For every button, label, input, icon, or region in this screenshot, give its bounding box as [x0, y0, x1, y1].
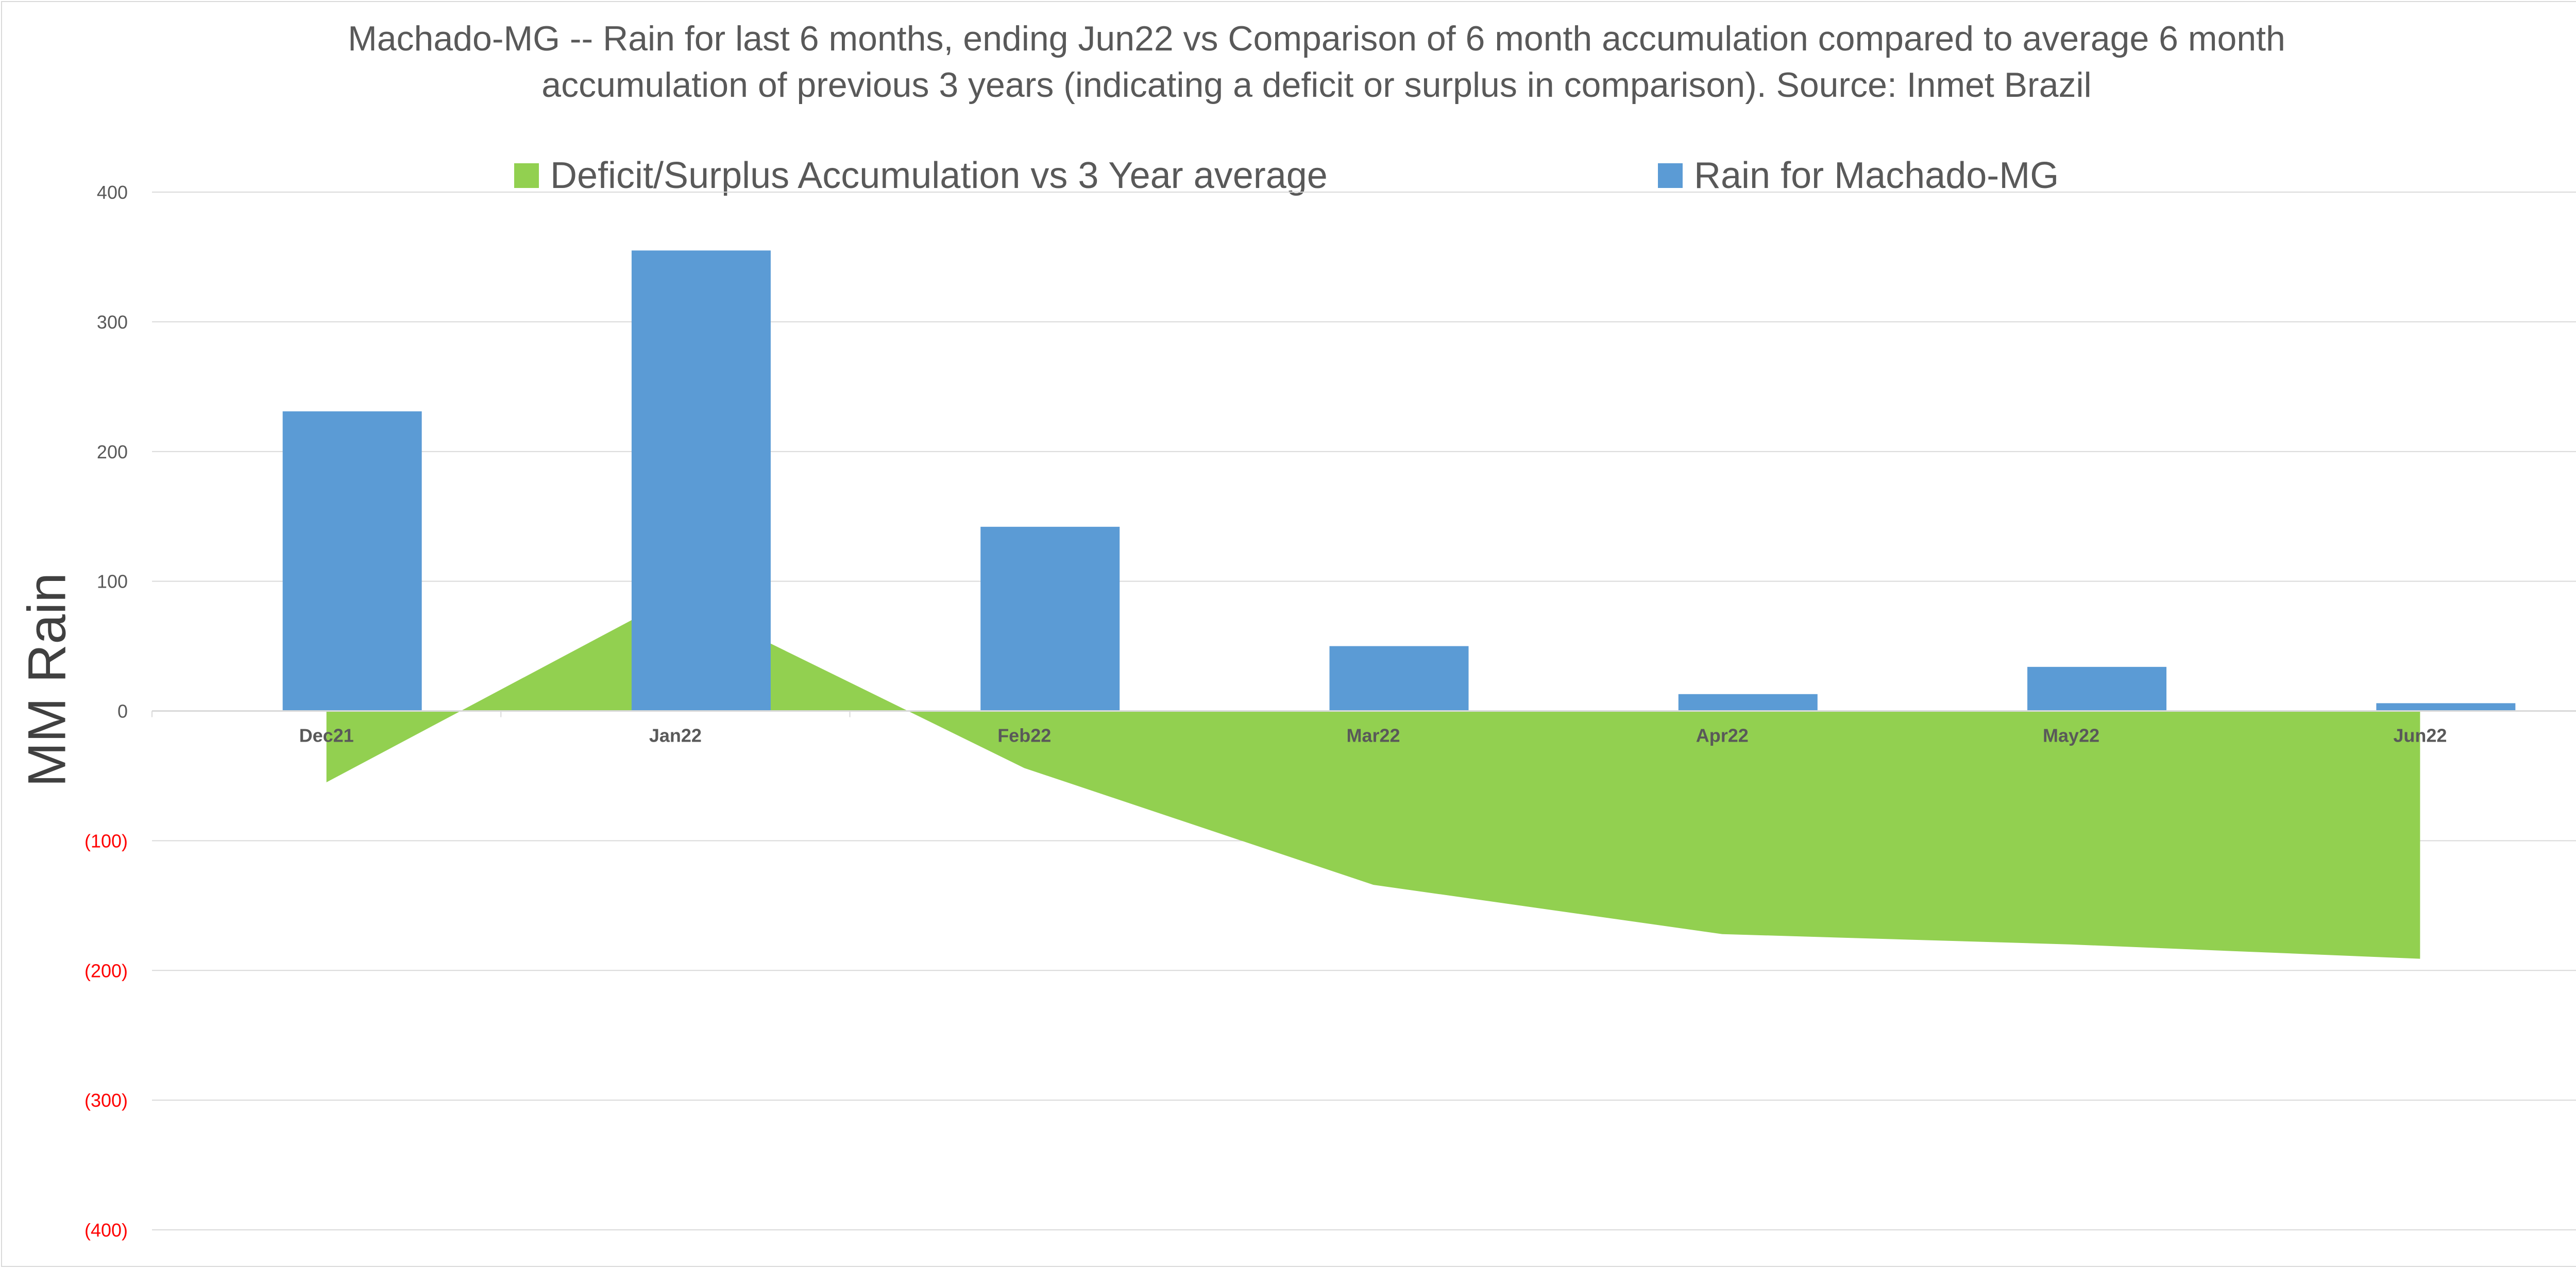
bar-rain: [631, 250, 771, 711]
bar-rain: [1678, 694, 1818, 711]
y-tick-label: (200): [84, 960, 128, 981]
x-tick-label: Apr22: [1696, 725, 1749, 746]
x-tick-label: May22: [2043, 725, 2099, 746]
chart-legend: Deficit/Surplus Accumulation vs 3 Year a…: [0, 155, 2576, 201]
legend-label-deficit: Deficit/Surplus Accumulation vs 3 Year a…: [550, 155, 1328, 196]
y-tick-label: (300): [84, 1090, 128, 1111]
bar-rain: [980, 526, 1120, 711]
legend-swatch-deficit: [514, 163, 539, 188]
y-tick-label: 300: [97, 312, 128, 333]
y-tick-label: (400): [84, 1220, 128, 1241]
x-tick-label: Mar22: [1346, 725, 1400, 746]
chart-title-line-2: accumulation of previous 3 years (indica…: [541, 65, 2092, 105]
chart-title-line-1: Machado-MG -- Rain for last 6 months, en…: [348, 19, 2285, 58]
area-deficit-surplus: [326, 596, 2420, 959]
legend-item-deficit: Deficit/Surplus Accumulation vs 3 Year a…: [514, 155, 1328, 197]
y-tick-label: 200: [97, 441, 128, 462]
bar-rain: [2376, 703, 2516, 711]
bar-rain: [2027, 666, 2167, 711]
legend-label-rain: Rain for Machado-MG: [1694, 155, 2059, 196]
bar-rain: [282, 411, 422, 711]
x-tick-label: Dec21: [299, 725, 354, 746]
bar-rain: [1329, 646, 1469, 711]
y-tick-label: 100: [97, 571, 128, 592]
y-tick-label: 0: [117, 701, 128, 722]
x-tick-label: Jun22: [2393, 725, 2447, 746]
x-tick-label: Feb22: [997, 725, 1051, 746]
chart-title: Machado-MG -- Rain for last 6 months, en…: [0, 15, 2576, 108]
legend-swatch-rain: [1658, 163, 1683, 188]
y-tick-label: (100): [84, 830, 128, 851]
y-tick-label: 400: [97, 182, 128, 203]
x-tick-label: Jan22: [649, 725, 702, 746]
legend-item-rain: Rain for Machado-MG: [1658, 155, 2059, 197]
